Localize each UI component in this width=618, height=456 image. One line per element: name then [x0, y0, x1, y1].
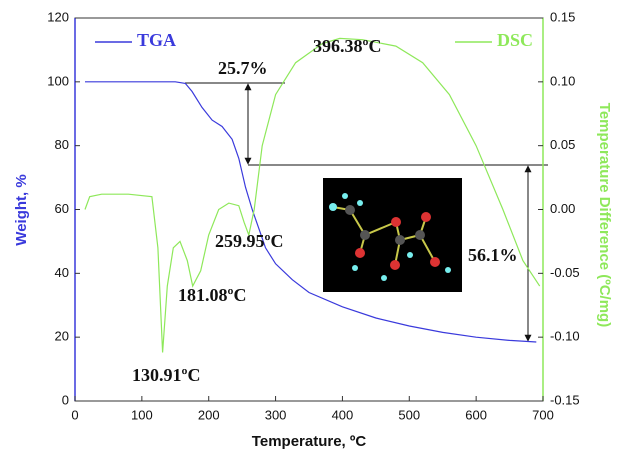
y-tick-label: 0: [62, 392, 69, 407]
y-tick-label: 40: [55, 265, 69, 280]
series-line: [85, 38, 540, 352]
legend-label: DSC: [497, 30, 533, 50]
y-tick-label: 20: [55, 329, 69, 344]
molecule-image: [323, 178, 462, 292]
chart: Temperature, ºC Weight, % Temperature Di…: [0, 0, 618, 456]
y2-tick-label: 0.00: [550, 201, 575, 216]
y-tick-label: 120: [47, 9, 69, 24]
x-tick-label: 700: [532, 407, 554, 422]
y2-axis-title: Temperature Difference (ºC/mg): [596, 103, 613, 327]
y2-tick-label: -0.05: [550, 265, 580, 280]
series-line: [85, 82, 536, 342]
x-tick-label: 100: [131, 407, 153, 422]
annotation: 396.38ºC: [313, 36, 381, 56]
y2-tick-label: -0.15: [550, 392, 580, 407]
y-tick-label: 100: [47, 73, 69, 88]
x-tick-label: 200: [198, 407, 220, 422]
annotation: 130.91ºC: [132, 365, 200, 385]
legend-label: TGA: [137, 30, 176, 50]
annotation: 56.1%: [468, 245, 518, 265]
y2-tick-label: 0.15: [550, 9, 575, 24]
annotation: 25.7%: [218, 58, 268, 78]
x-tick-label: 500: [398, 407, 420, 422]
y-tick-label: 60: [55, 201, 69, 216]
y-tick-label: 80: [55, 137, 69, 152]
plot-frame: [75, 18, 543, 401]
y2-tick-label: -0.10: [550, 329, 580, 344]
y2-tick-label: 0.05: [550, 137, 575, 152]
x-tick-label: 300: [265, 407, 287, 422]
y-axis-title: Weight, %: [13, 174, 30, 245]
x-tick-label: 0: [71, 407, 78, 422]
y2-tick-label: 0.10: [550, 73, 575, 88]
annotation: 181.08ºC: [178, 285, 246, 305]
x-tick-label: 400: [332, 407, 354, 422]
x-axis-title: Temperature, ºC: [252, 433, 367, 450]
annotation: 259.95ºC: [215, 231, 283, 251]
x-tick-label: 600: [465, 407, 487, 422]
